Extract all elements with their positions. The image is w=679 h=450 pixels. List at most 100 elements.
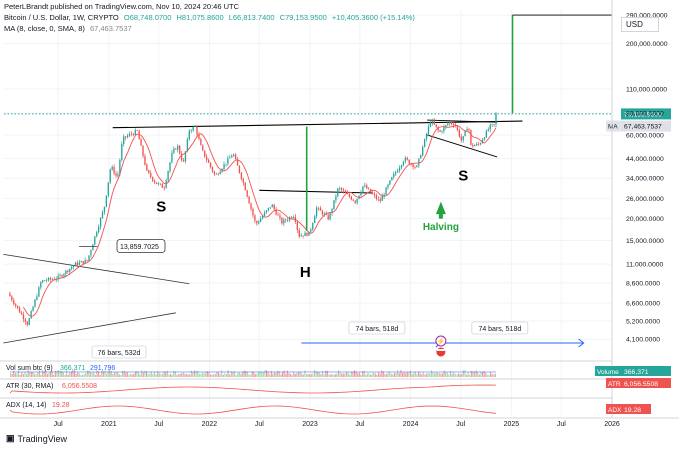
candle-body	[76, 262, 79, 265]
candle	[277, 212, 279, 216]
volume-bar	[69, 372, 71, 377]
candle	[146, 162, 148, 172]
candle	[435, 124, 437, 128]
footer-logo[interactable]: ▣ TradingView	[6, 433, 67, 444]
volume-bar	[262, 372, 264, 377]
volume-bar	[82, 374, 84, 377]
volume-bar	[344, 373, 346, 377]
candle	[196, 125, 198, 138]
volume-bar	[402, 373, 404, 377]
candle	[348, 192, 351, 198]
volume-bar	[379, 373, 381, 377]
candle-body	[202, 145, 204, 151]
volume-bar	[355, 371, 357, 377]
volume-bar	[258, 371, 260, 377]
time-tick-label: Jul	[355, 421, 364, 428]
currency-button[interactable]: USD	[621, 17, 659, 32]
candle	[202, 144, 204, 152]
volume-bar	[75, 373, 77, 377]
candle	[15, 303, 17, 309]
candle	[231, 154, 233, 158]
candle-body	[441, 131, 443, 132]
candle	[310, 227, 312, 234]
time-tick-label: Jul	[54, 421, 63, 428]
candle-body	[383, 194, 385, 197]
halving-label: Halving	[423, 222, 459, 233]
candle-body	[368, 188, 370, 190]
candle-body	[254, 215, 256, 222]
candle	[379, 196, 381, 204]
candle-body	[157, 183, 160, 185]
candle-body	[84, 260, 86, 264]
price-callout-label: 13,859.7025	[120, 244, 159, 251]
volume-bar	[189, 374, 191, 377]
volume-bar	[80, 374, 82, 377]
candle	[97, 224, 100, 234]
candle	[466, 126, 468, 131]
candle-body	[456, 126, 459, 131]
adx-tag-label: ADX	[608, 407, 622, 414]
candle-body	[435, 124, 437, 127]
candle-body	[30, 311, 32, 319]
time-axis[interactable]: Jul 2021 Jul 2022 Jul 2023 Jul 2024 Jul 2025 Jul 20…	[0, 417, 679, 428]
candle-body	[491, 124, 493, 125]
candle-body	[487, 129, 489, 131]
candle-body	[393, 173, 395, 178]
candle-body	[26, 322, 28, 325]
candle	[476, 142, 478, 146]
volume-bar	[123, 370, 125, 377]
candle-body	[452, 123, 455, 126]
volume-bar	[427, 373, 429, 377]
volume-bar	[115, 372, 117, 377]
volume-bar	[493, 374, 495, 377]
volume-bar	[306, 374, 308, 377]
candle	[319, 205, 322, 211]
atr-value: 6,056.5508	[62, 383, 97, 390]
time-tick-label: 2025	[504, 421, 520, 428]
candle-body	[211, 167, 214, 172]
volume-bar	[323, 374, 325, 377]
label-s-right: S	[458, 167, 468, 184]
time-tick-label: Jul	[456, 421, 465, 428]
candle	[472, 142, 474, 148]
candle	[393, 171, 395, 180]
candle	[456, 125, 459, 132]
candle	[250, 202, 252, 212]
volume-bar	[19, 374, 21, 377]
symbol-legend[interactable]: Bitcoin / U.S. Dollar, 1W, CRYPTO O68,74…	[4, 13, 418, 22]
candle	[406, 156, 408, 161]
candle-body	[267, 207, 270, 211]
bars-label-1-box	[348, 321, 406, 335]
volume-bar	[339, 372, 341, 377]
volume-bar	[170, 373, 172, 377]
candle-body	[63, 274, 65, 277]
candle	[153, 179, 156, 184]
candle	[423, 138, 426, 148]
candle-body	[61, 275, 63, 277]
price-axis[interactable]: 4,100.0000 5,200.0000 6,600.0000 8,600.0000…	[611, 0, 668, 418]
volume-bar	[357, 373, 359, 377]
candle-body	[352, 199, 354, 201]
publish-info: PeterLBrandt published on TradingView.co…	[4, 2, 240, 11]
candle-body	[325, 213, 327, 215]
price-callout-box	[116, 239, 166, 253]
candle-body	[82, 261, 84, 264]
volume-bar	[114, 372, 116, 377]
candle	[167, 170, 169, 183]
candle-body	[209, 162, 212, 168]
price-tick-label: 15,000.0000	[626, 238, 664, 245]
candle	[327, 212, 329, 221]
candle-body	[468, 128, 470, 130]
volume-bar	[35, 374, 37, 377]
volume-bar	[165, 372, 167, 377]
candle	[300, 232, 302, 237]
candle	[207, 158, 210, 163]
candle-body	[13, 300, 15, 305]
candle-body	[260, 218, 262, 222]
candle-body	[489, 124, 491, 130]
candle-body	[146, 164, 148, 171]
volume-bar	[408, 372, 410, 377]
candle	[161, 182, 163, 188]
ma-legend[interactable]: MA (8, close, 0, SMA, 8) 67,463.7537	[4, 24, 135, 33]
